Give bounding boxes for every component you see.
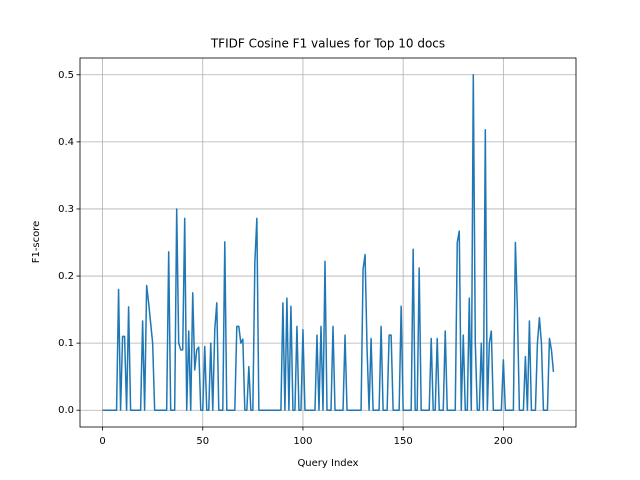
x-tick-label: 0 <box>99 436 105 447</box>
y-axis-label: F1-score <box>31 221 42 264</box>
y-tick-label: 0.0 <box>58 405 74 416</box>
plot-frame <box>79 57 577 428</box>
x-axis-label: Query Index <box>297 458 358 469</box>
y-tick-label: 0.4 <box>58 137 74 148</box>
y-tick-label: 0.5 <box>58 70 74 81</box>
y-tick-label: 0.2 <box>58 271 74 282</box>
x-tick-label: 150 <box>394 436 413 447</box>
y-tick-label: 0.1 <box>58 338 74 349</box>
x-tick-label: 100 <box>293 436 312 447</box>
data-line <box>102 74 555 411</box>
x-tick-label: 200 <box>494 436 513 447</box>
x-tick-label: 50 <box>196 436 209 447</box>
chart-title: TFIDF Cosine F1 values for Top 10 docs <box>210 37 445 51</box>
y-tick-label: 0.3 <box>58 204 74 215</box>
